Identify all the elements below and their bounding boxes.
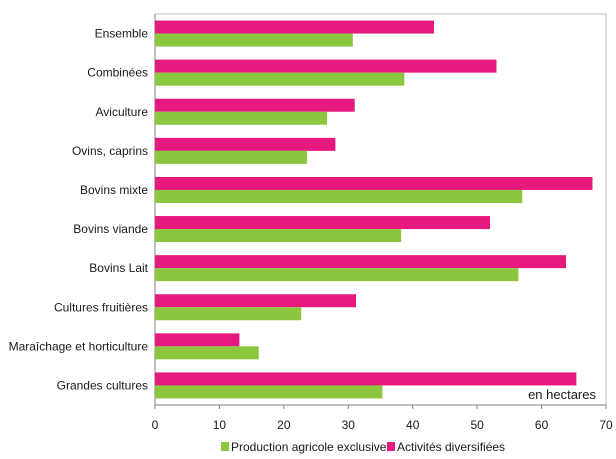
bar-activites-diversifiees bbox=[155, 137, 336, 151]
category-label: Maraîchage et horticulture bbox=[9, 339, 149, 353]
x-tick-label: 60 bbox=[535, 418, 549, 432]
legend-label: Activités diversifiées bbox=[397, 440, 505, 454]
bar-production-agricole-exclusive bbox=[155, 72, 405, 86]
category-label: Ensemble bbox=[95, 27, 149, 41]
bar-activites-diversifiees bbox=[155, 216, 491, 230]
bar-activites-diversifiees bbox=[155, 20, 434, 34]
bar-production-agricole-exclusive bbox=[155, 189, 523, 203]
bar-activites-diversifiees bbox=[155, 372, 577, 386]
bar-production-agricole-exclusive bbox=[155, 307, 302, 321]
x-tick-label: 40 bbox=[406, 418, 420, 432]
bar-activites-diversifiees bbox=[155, 176, 593, 190]
bar-activites-diversifiees bbox=[155, 333, 240, 347]
legend-swatch bbox=[387, 442, 395, 451]
bar-production-agricole-exclusive bbox=[155, 33, 353, 47]
category-label: Ovins, caprins bbox=[72, 144, 148, 158]
bar-activites-diversifiees bbox=[155, 59, 497, 73]
legend-label: Production agricole exclusive bbox=[231, 440, 387, 454]
category-label: Combinées bbox=[87, 66, 148, 80]
bar-production-agricole-exclusive bbox=[155, 150, 308, 164]
x-tick-label: 30 bbox=[342, 418, 356, 432]
category-label: Aviculture bbox=[96, 105, 149, 119]
legend-swatch bbox=[221, 442, 229, 451]
bar-production-agricole-exclusive bbox=[155, 229, 402, 243]
bar-activites-diversifiees bbox=[155, 98, 355, 112]
category-label: Bovins mixte bbox=[80, 183, 148, 197]
bar-production-agricole-exclusive bbox=[155, 111, 328, 125]
category-label: Cultures fruitières bbox=[54, 300, 148, 314]
bar-production-agricole-exclusive bbox=[155, 268, 519, 282]
x-tick-label: 20 bbox=[277, 418, 291, 432]
units-annotation: en hectares bbox=[528, 387, 596, 402]
x-tick-label: 50 bbox=[470, 418, 484, 432]
x-tick-label: 10 bbox=[213, 418, 227, 432]
bar-production-agricole-exclusive bbox=[155, 385, 383, 399]
bar-activites-diversifiees bbox=[155, 255, 567, 269]
bar-activites-diversifiees bbox=[155, 294, 357, 308]
category-label: Grandes cultures bbox=[57, 378, 148, 392]
x-tick-label: 70 bbox=[599, 418, 613, 432]
category-label: Bovins Lait bbox=[89, 261, 148, 275]
bar-production-agricole-exclusive bbox=[155, 346, 259, 360]
x-tick-label: 0 bbox=[152, 418, 159, 432]
category-label: Bovins viande bbox=[73, 222, 148, 236]
